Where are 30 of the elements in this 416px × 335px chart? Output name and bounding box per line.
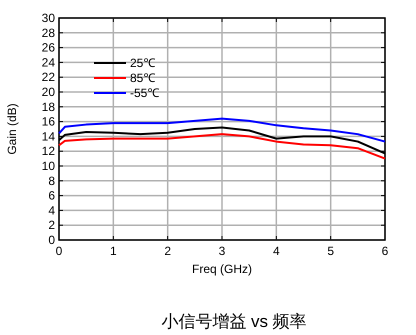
legend-label: 25℃ [130, 56, 156, 70]
y-tick-label: 26 [42, 40, 56, 55]
y-tick-label: 14 [42, 129, 56, 144]
y-tick-label: 2 [48, 218, 56, 232]
y-tick-label: 10 [42, 159, 56, 173]
y-tick-label: 12 [42, 144, 56, 158]
legend-label: 85℃ [130, 71, 156, 85]
y-tick-label: 8 [48, 174, 56, 188]
x-tick-label: 6 [382, 244, 389, 258]
y-tick-label: 0 [48, 233, 56, 247]
x-axis-title: Freq (GHz) [192, 262, 252, 276]
y-tick-label: 20 [42, 85, 56, 99]
y-tick-label: 16 [42, 114, 56, 129]
y-axis-title: Gain (dB) [5, 103, 19, 155]
legend-label: -55℃ [130, 86, 160, 100]
y-tick-label: 4 [48, 203, 56, 218]
line-series [58, 133, 386, 160]
x-tick-label: 3 [218, 244, 226, 258]
y-tick-label: 6 [48, 188, 56, 203]
x-tick-label: 2 [164, 244, 172, 258]
y-tick-label: 18 [42, 100, 56, 114]
y-tick-label: 24 [42, 55, 56, 70]
line-series [58, 118, 386, 143]
x-tick-label: 4 [272, 244, 280, 258]
text: 小信号增益 vs 频率 [161, 312, 307, 331]
y-tick-label: 30 [42, 11, 56, 25]
x-tick-label: 1 [110, 244, 117, 258]
x-tick-label: 5 [327, 244, 334, 258]
y-tick-label: 22 [42, 70, 56, 84]
y-tick-label: 28 [42, 26, 56, 40]
